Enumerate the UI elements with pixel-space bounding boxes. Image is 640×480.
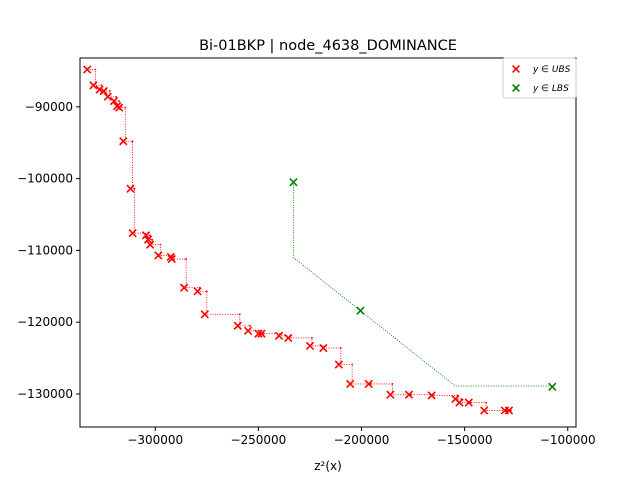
ubs-point (364, 379, 373, 389)
ubs-point (504, 406, 514, 415)
legend-marker-icon (512, 84, 520, 92)
ubs-step-corner (100, 84, 103, 87)
ubs-step-corner (133, 187, 136, 190)
ubs-point (243, 326, 253, 335)
x-tick-label: −300000 (127, 433, 183, 447)
ubs-step-segment (261, 333, 282, 336)
ubs-step-segment (279, 335, 291, 338)
ubs-point (480, 406, 489, 415)
ubs-point (305, 341, 315, 351)
ubs-point (427, 391, 436, 400)
ubs-step-corner (485, 401, 488, 404)
ubs-step-corner (115, 95, 117, 98)
ubs-step-corner (94, 68, 97, 71)
legend-label: y ∈ UBS (532, 65, 571, 75)
ubs-point (89, 81, 98, 90)
plot-frame (80, 58, 576, 427)
y-tick-label: −90000 (25, 100, 73, 114)
ubs-step-corner (159, 243, 162, 246)
y-tick-label: −110000 (17, 243, 73, 257)
ubs-point (274, 331, 284, 340)
y-tick-label: −100000 (17, 172, 73, 186)
ubs-point (103, 92, 113, 101)
lbs-hull (293, 182, 553, 387)
ubs-point (179, 283, 189, 292)
ubs-point (334, 360, 343, 369)
ubs-point (167, 254, 176, 264)
ubs-step-corner (391, 383, 394, 385)
ubs-point (143, 235, 153, 244)
x-tick-label: −250000 (230, 433, 286, 447)
ubs-point (119, 137, 128, 146)
ubs-point (455, 398, 464, 407)
y-tick-label: −130000 (17, 387, 73, 401)
ubs-point (154, 251, 163, 260)
ubs-point (257, 329, 266, 338)
ubs-point (254, 329, 263, 338)
ubs-point (284, 333, 293, 343)
ubs-step-corner (118, 100, 121, 102)
ubs-step-corner (131, 140, 134, 143)
ubs-step-segment (323, 347, 342, 365)
ubs-point (346, 379, 355, 389)
ubs-step-segment (158, 254, 174, 257)
ubs-step-segment (117, 105, 122, 108)
ubs-point (193, 287, 202, 296)
y-tick-label: −120000 (17, 315, 73, 329)
plot-border (79, 57, 577, 428)
ubs-point (200, 310, 209, 319)
x-axis: −300000 −250000 −200000 −150000 −100000 (127, 427, 596, 447)
ubs-step-segment (288, 337, 313, 346)
legend-marker-icon (512, 65, 520, 73)
lbs-points (289, 178, 557, 391)
ubs-point (83, 65, 92, 74)
ubs-step-segment (123, 140, 133, 189)
ubs-step-corner (339, 347, 342, 349)
ubs-step-corner (151, 238, 154, 241)
ubs-point (115, 103, 124, 112)
ubs-point (404, 390, 414, 399)
ubs-step-corner (149, 234, 151, 237)
x-tick-label: −200000 (334, 433, 390, 447)
x-axis-label: z²(x) (314, 459, 342, 473)
lbs-point (356, 306, 365, 315)
ubs-step-segment (368, 383, 393, 395)
ubs-step-corner (311, 337, 313, 339)
ubs-step-corner (108, 90, 111, 92)
ubs-step-segment (197, 290, 208, 315)
y-axis: −90000 −100000 −110000 −120000 −130000 (17, 100, 80, 401)
lbs-hull-line (293, 182, 553, 387)
ubs-point (99, 86, 108, 96)
ubs-point (109, 96, 119, 106)
lbs-point (289, 178, 298, 187)
ubs-step-corner (238, 313, 241, 316)
ubs-point (464, 398, 473, 407)
chart-title: Bi-01BKP | node_4638_DOMINANCE (199, 38, 457, 54)
ubs-points (83, 65, 514, 415)
ubs-point (233, 321, 242, 330)
ubs-point (128, 229, 137, 238)
ubs-point (126, 184, 135, 193)
ubs-point (141, 231, 151, 240)
legend-entry-ubs: y ∈ UBS (512, 65, 571, 75)
legend: y ∈ UBS y ∈ LBS (502, 57, 577, 99)
legend-label: y ∈ LBS (532, 84, 569, 94)
ubs-step-corner (185, 258, 188, 260)
ubs-step-corner (205, 290, 208, 293)
legend-box (502, 57, 577, 99)
ubs-step-corner (249, 324, 251, 327)
ubs-point (145, 240, 155, 249)
x-tick-label: −150000 (437, 433, 493, 447)
ubs-step-segment (204, 313, 241, 326)
ubs-point (386, 390, 395, 399)
ubs-step-corner (351, 363, 354, 366)
ubs-step-corner (124, 106, 127, 109)
legend-entry-lbs: y ∈ LBS (512, 84, 569, 94)
x-tick-label: −100000 (540, 433, 596, 447)
lbs-point (548, 382, 557, 391)
ubs-point (319, 343, 328, 353)
